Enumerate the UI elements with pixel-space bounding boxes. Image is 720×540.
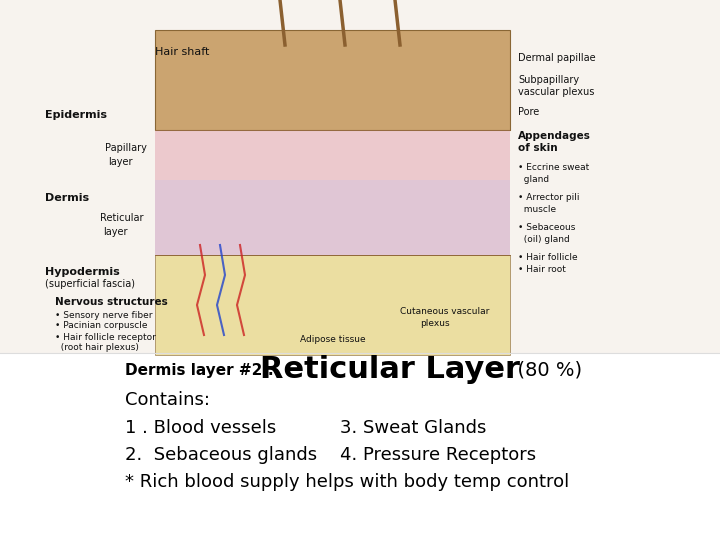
Text: • Hair root: • Hair root	[518, 266, 566, 274]
Text: Epidermis: Epidermis	[45, 110, 107, 120]
Text: gland: gland	[518, 174, 549, 184]
Text: • Sensory nerve fiber: • Sensory nerve fiber	[55, 310, 153, 320]
Text: (80 %): (80 %)	[505, 361, 582, 380]
Text: of skin: of skin	[518, 143, 557, 153]
Text: 1 . Blood vessels: 1 . Blood vessels	[125, 419, 276, 437]
Text: 3. Sweat Glands: 3. Sweat Glands	[340, 419, 487, 437]
Text: • Eccrine sweat: • Eccrine sweat	[518, 164, 589, 172]
Text: Hair shaft: Hair shaft	[155, 47, 210, 57]
Text: muscle: muscle	[518, 205, 556, 213]
Bar	[155, 180, 510, 255]
Text: plexus: plexus	[420, 320, 449, 328]
Text: Adipose tissue: Adipose tissue	[300, 335, 366, 345]
Bar	[155, 255, 510, 355]
Text: • Sebaceous: • Sebaceous	[518, 224, 575, 233]
Text: 2.  Sebaceous glands: 2. Sebaceous glands	[125, 446, 317, 464]
Text: • Hair follicle receptor: • Hair follicle receptor	[55, 333, 156, 341]
Text: (oil) gland: (oil) gland	[518, 234, 570, 244]
Text: Pore: Pore	[518, 107, 539, 117]
Bar	[0, 0, 720, 353]
Text: Papillary: Papillary	[105, 143, 147, 153]
Text: Reticular Layer: Reticular Layer	[260, 355, 520, 384]
Text: layer: layer	[108, 157, 132, 167]
Text: 4. Pressure Receptors: 4. Pressure Receptors	[340, 446, 536, 464]
Text: Contains:: Contains:	[125, 391, 210, 409]
Text: Cutaneous vascular: Cutaneous vascular	[400, 307, 490, 316]
Text: Dermis layer #2 :: Dermis layer #2 :	[125, 362, 279, 377]
Bar	[155, 130, 510, 180]
Text: Dermis: Dermis	[45, 193, 89, 203]
Text: Subpapillary: Subpapillary	[518, 75, 579, 85]
Text: Appendages: Appendages	[518, 131, 591, 141]
Text: (root hair plexus): (root hair plexus)	[55, 343, 139, 353]
Text: • Hair follicle: • Hair follicle	[518, 253, 577, 262]
Text: Nervous structures: Nervous structures	[55, 297, 168, 307]
Bar	[155, 30, 510, 130]
Text: (superficial fascia): (superficial fascia)	[45, 279, 135, 289]
Text: • Arrector pili: • Arrector pili	[518, 193, 580, 202]
Text: * Rich blood supply helps with body temp control: * Rich blood supply helps with body temp…	[125, 473, 570, 491]
Text: vascular plexus: vascular plexus	[518, 87, 595, 97]
Text: Hypodermis: Hypodermis	[45, 267, 120, 277]
Text: • Pacinian corpuscle: • Pacinian corpuscle	[55, 321, 148, 330]
Text: Dermal papillae: Dermal papillae	[518, 53, 595, 63]
Text: Reticular: Reticular	[100, 213, 143, 223]
Text: layer: layer	[103, 227, 127, 237]
